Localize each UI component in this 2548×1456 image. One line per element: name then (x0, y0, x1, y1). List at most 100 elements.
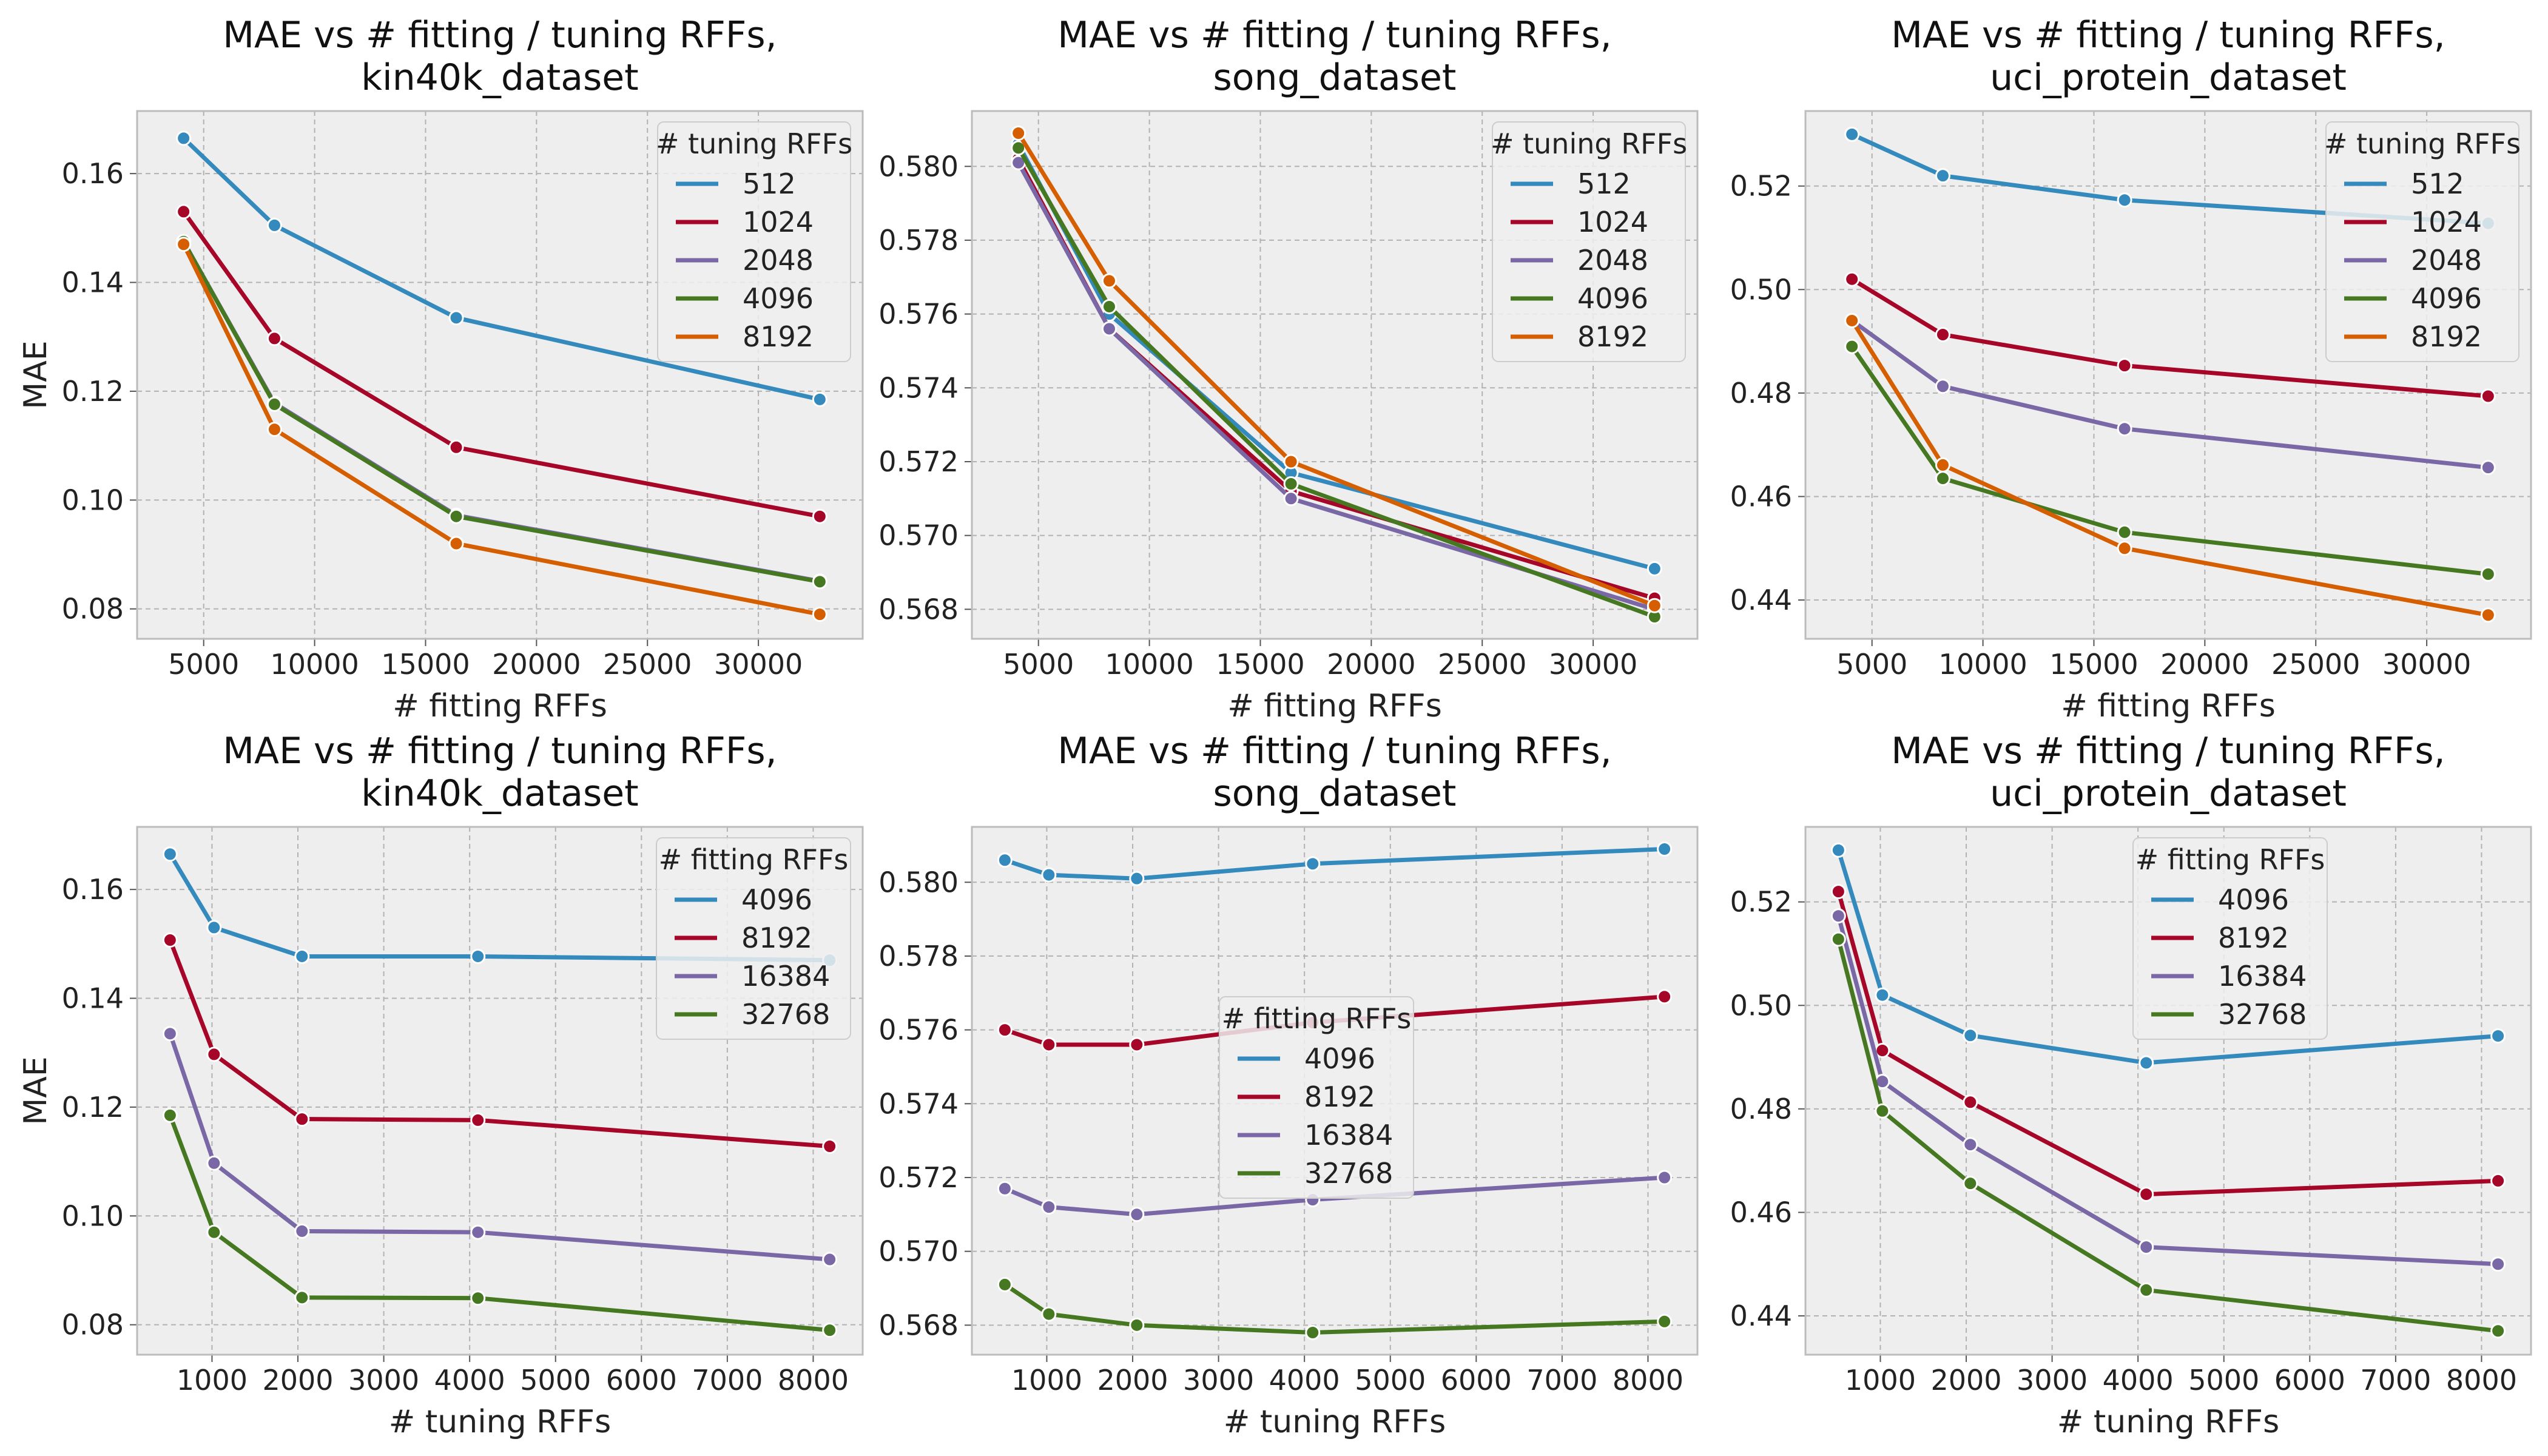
series-line-8192 (1016, 131, 1657, 608)
data-point (2138, 1239, 2154, 1255)
x-tick-label: 2000 (262, 1364, 333, 1397)
data-point (2480, 388, 2496, 404)
y-tick-label: 0.44 (1730, 584, 1792, 616)
x-tick-label: 10000 (270, 648, 359, 681)
chart-panel-1: 5000 10000 15000 20000 25000 30000 0.08 0.10 0.1… (18, 14, 864, 724)
data-point (812, 391, 827, 407)
chart-panel-4: 1000 2000 3000 4000 5000 6000 7000 8000 0.08 0.10… (18, 730, 864, 1440)
data-point (1657, 841, 1673, 857)
data-point (1646, 598, 1662, 613)
legend-label: 4096 (1304, 1042, 1375, 1075)
x-tick-label: 1000 (177, 1364, 248, 1397)
legend-label: 4096 (741, 883, 812, 916)
legend-label: 512 (743, 167, 796, 200)
data-point (470, 1224, 486, 1240)
legend-label: 16384 (741, 960, 830, 993)
y-tick-label: 0.14 (62, 266, 124, 299)
y-tick-label: 0.16 (62, 873, 124, 906)
x-tick-label: 7000 (1526, 1364, 1597, 1397)
plot-frame (1804, 110, 2532, 640)
y-tick-label: 0.44 (1730, 1299, 1792, 1332)
legend-title: # tuning RFFs (656, 127, 852, 160)
y-tick-label: 0.10 (62, 484, 124, 516)
legend-label: 2048 (2411, 244, 2482, 277)
x-tick-label: 20000 (2160, 648, 2249, 681)
legend: # tuning RFFs 512 1024 2048 4096 8192 (1491, 121, 1687, 362)
legend-title: # fitting RFFs (1222, 1002, 1412, 1035)
data-point (1935, 168, 1950, 184)
data-point (2117, 524, 2132, 540)
data-point (822, 1323, 838, 1338)
data-point (206, 920, 222, 935)
data-point (1935, 457, 1950, 473)
x-tick-label: 3000 (348, 1364, 419, 1397)
data-point (822, 1252, 838, 1267)
legend-label: 1024 (1577, 206, 1648, 238)
x-tick-label: 7000 (692, 1364, 763, 1397)
x-tick-label: 25000 (1438, 648, 1526, 681)
data-point (266, 217, 282, 233)
x-tick-label: 8000 (1613, 1364, 1684, 1397)
data-point (1875, 1103, 1890, 1119)
data-point (1129, 1207, 1145, 1222)
chart-title: MAE vs # fitting / tuning RFFs, (223, 730, 777, 772)
y-tick-label: 0.48 (1730, 377, 1792, 410)
data-point (1844, 126, 1860, 142)
data-point (2490, 1256, 2506, 1272)
x-tick-label: 3000 (1183, 1364, 1254, 1397)
x-tick-label: 2000 (1930, 1364, 2001, 1397)
y-tick-label: 0.574 (878, 371, 959, 404)
x-tick-label: 3000 (2017, 1364, 2088, 1397)
y-tick-label: 0.46 (1730, 480, 1792, 513)
legend-label: 8192 (2218, 922, 2289, 954)
y-tick-label: 0.48 (1730, 1093, 1792, 1125)
x-tick-label: 5000 (520, 1364, 591, 1397)
legend-label: 2048 (1577, 244, 1648, 277)
data-point (1283, 491, 1299, 507)
x-axis-label: # tuning RFFs (389, 1404, 611, 1440)
data-point (1963, 1137, 1978, 1153)
data-point (266, 331, 282, 346)
data-point (812, 574, 827, 590)
data-point (1657, 989, 1673, 1005)
data-point (2490, 1323, 2506, 1339)
y-tick-label: 0.568 (878, 593, 959, 625)
data-point (1935, 379, 1950, 394)
data-point (1041, 867, 1057, 883)
legend-label: 2048 (743, 244, 814, 277)
data-point (1657, 1313, 1673, 1329)
y-tick-label: 0.50 (1730, 273, 1792, 306)
data-point (1101, 273, 1117, 289)
plot-frame (136, 110, 864, 640)
y-tick-label: 0.52 (1730, 886, 1792, 918)
data-point (1305, 1324, 1321, 1340)
y-tick-label: 0.52 (1730, 170, 1792, 203)
data-point (1041, 1037, 1057, 1053)
data-point (162, 1026, 178, 1042)
chart-title: MAE vs # fitting / tuning RFFs, (1891, 730, 2445, 772)
y-tick-label: 0.50 (1730, 989, 1792, 1022)
data-point (162, 1107, 178, 1123)
data-point (206, 1224, 222, 1240)
data-point (1830, 842, 1846, 858)
data-point (2480, 566, 2496, 582)
data-point (294, 948, 310, 964)
series-line-1024 (1850, 277, 2490, 399)
legend-label: 8192 (741, 922, 812, 954)
chart-panel-6: 1000 2000 3000 4000 5000 6000 7000 8000 0.44 0.46… (1730, 730, 2532, 1440)
legend-label: 32768 (1304, 1157, 1393, 1190)
legend: # fitting RFFs 4096 8192 16384 32768 (656, 837, 851, 1040)
chart-panel-2: 5000 10000 15000 20000 25000 30000 0.568 0.570 0… (878, 14, 1699, 724)
data-point (2117, 358, 2132, 374)
data-point (2138, 1282, 2154, 1298)
data-point (1935, 326, 1950, 342)
y-tick-label: 0.578 (878, 224, 959, 257)
plot-frame (971, 826, 1699, 1356)
y-tick-label: 0.08 (62, 1309, 124, 1341)
x-axis-label: # fitting RFFs (393, 688, 607, 724)
chart-title: kin40k_dataset (361, 772, 638, 815)
data-point (1657, 1170, 1673, 1185)
x-tick-label: 10000 (1938, 648, 2027, 681)
series-line-2048 (1850, 318, 2490, 470)
x-axis-label: # fitting RFFs (1227, 688, 1442, 724)
